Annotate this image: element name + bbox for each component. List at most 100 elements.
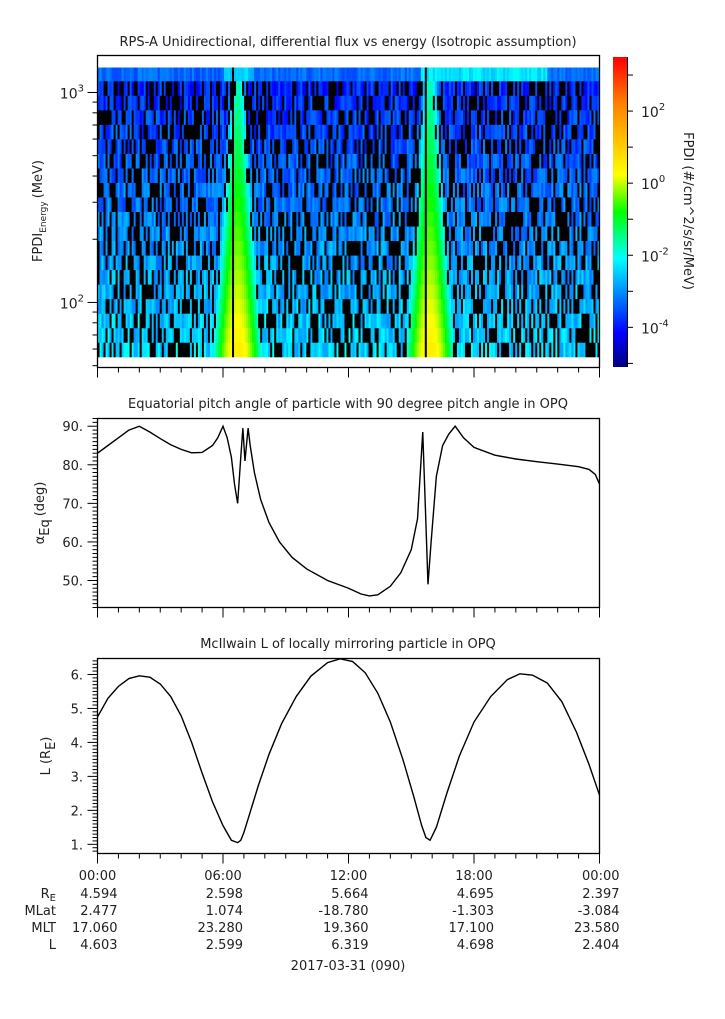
spectrogram-cell <box>284 124 287 140</box>
spectrogram-cell <box>370 327 373 343</box>
spectrogram-cell <box>583 153 586 169</box>
spectrogram-cell <box>316 284 319 300</box>
spectrogram-cell <box>215 139 219 154</box>
spectrogram-cell <box>163 197 167 213</box>
spectrogram-cell <box>436 342 440 358</box>
spectrogram-cell <box>541 313 544 329</box>
spectrogram-cell <box>472 197 476 213</box>
spectrogram-cell <box>555 67 558 82</box>
spectrogram-cell <box>585 298 588 314</box>
spectrogram-cell <box>320 342 323 358</box>
spectrogram-cell <box>362 240 365 256</box>
spectrogram-cell <box>438 80 442 96</box>
spectrogram-cell <box>226 67 229 82</box>
spectrogram-cell <box>262 197 265 213</box>
spectrogram-cell <box>436 255 440 271</box>
spectrogram-cell <box>258 284 261 300</box>
spectrogram-cell <box>448 67 452 82</box>
spectrogram-cell <box>298 67 301 82</box>
spectrogram-cell <box>350 182 353 198</box>
spectrogram-cell <box>298 298 301 314</box>
spectrogram-cell <box>207 313 211 329</box>
spectrogram-cell <box>479 168 482 183</box>
spectrogram-cell <box>470 211 474 227</box>
spectrogram-cell <box>336 95 339 111</box>
spectrogram-cell <box>505 211 508 227</box>
spectrogram-cell <box>535 110 538 125</box>
spectrogram-cell <box>111 342 114 358</box>
spectrogram-cell <box>434 182 438 198</box>
spectrogram-cell <box>597 313 600 329</box>
spectrogram-cell <box>185 284 189 300</box>
spectrogram-cell <box>338 80 341 96</box>
spectrogram-cell <box>276 298 279 314</box>
spectrogram-cell <box>348 255 351 271</box>
spectrogram-cell <box>149 95 153 111</box>
spectrogram-cell <box>537 168 540 183</box>
spectrogram-cell <box>571 226 574 242</box>
spectrogram-cell <box>151 182 155 198</box>
spectrogram-cell <box>306 327 309 343</box>
spectrogram-cell <box>507 269 510 285</box>
spectrogram-cell <box>444 240 448 256</box>
spectrogram-cell <box>493 269 496 285</box>
spectrogram-cell <box>561 226 564 242</box>
spectrogram-cell <box>278 240 281 256</box>
spectrogram-cell <box>151 67 155 82</box>
spectrogram-cell <box>238 110 241 125</box>
spectrogram-cell <box>173 211 177 227</box>
spectrogram-cell <box>521 139 524 154</box>
spectrogram-cell <box>581 342 584 358</box>
spectrogram-cell <box>101 327 104 343</box>
spectrogram-cell <box>571 197 574 213</box>
spectrogram-cell <box>573 110 576 125</box>
spectrogram-cell <box>131 153 135 169</box>
spectrogram-cell <box>344 226 347 242</box>
spectrogram-cell <box>420 124 424 140</box>
spectrogram-cell <box>543 139 546 154</box>
spectrogram-cell <box>288 255 291 271</box>
spectrogram-cell <box>539 342 542 358</box>
spectrogram-cell <box>549 226 552 242</box>
spectrogram-cell <box>147 226 151 242</box>
spectrogram-cell <box>117 67 120 82</box>
spectrogram-cell <box>262 298 265 314</box>
spectrogram-cell <box>501 313 504 329</box>
spectrogram-cell <box>228 67 231 82</box>
spectrogram-cell <box>573 168 576 183</box>
spectrogram-cell <box>519 95 522 111</box>
spectrogram-cell <box>545 67 548 82</box>
spectrogram-cell <box>424 211 428 227</box>
spectrogram-cell <box>312 124 315 140</box>
spectrogram-cell <box>442 284 446 300</box>
spectrogram-cell <box>213 284 217 300</box>
spectrogram-cell <box>511 168 514 183</box>
spectrogram-cell <box>97 269 100 285</box>
spectrogram-cell <box>360 182 363 198</box>
spectrogram-cell <box>585 168 588 183</box>
spectrogram-cell <box>254 124 257 140</box>
spectrogram-cell <box>153 124 157 140</box>
spectrogram-cell <box>153 153 157 169</box>
spectrogram-cell <box>97 67 100 82</box>
spectrogram-cell <box>404 342 408 358</box>
spectrogram-cell <box>420 327 424 343</box>
spectrogram-cell <box>111 124 114 140</box>
spectrogram-cell <box>113 168 116 183</box>
spectrogram-cell <box>300 298 303 314</box>
spectrogram-cell <box>444 342 448 358</box>
spectrogram-cell <box>219 124 223 140</box>
spectrogram-cell <box>268 284 271 300</box>
spectrogram-cell <box>392 153 396 169</box>
spectrogram-cell <box>209 153 213 169</box>
spectrogram-cell <box>179 327 183 343</box>
spectrogram-cell <box>189 110 193 125</box>
spectrogram-cell <box>573 95 576 111</box>
spectrogram-cell <box>197 182 201 198</box>
spectrogram-cell <box>242 226 245 242</box>
spectrogram-cell <box>284 342 287 358</box>
spectrogram-cell <box>260 298 263 314</box>
spectrogram-cell <box>521 298 524 314</box>
spectrogram-cell <box>420 168 424 183</box>
spectrogram-cell <box>513 168 516 183</box>
